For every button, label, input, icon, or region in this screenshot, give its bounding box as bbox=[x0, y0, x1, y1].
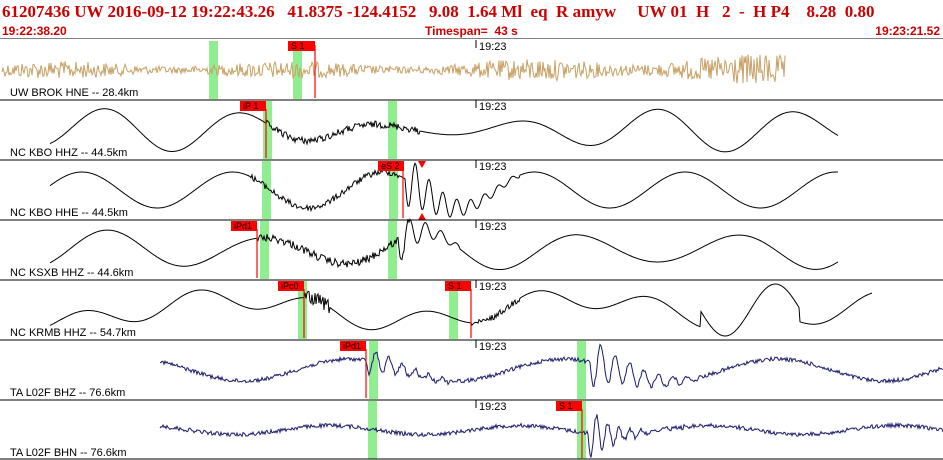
timespan: Timespan= 43 s bbox=[425, 24, 518, 38]
pick-window-highlight bbox=[209, 41, 218, 99]
channel-row[interactable]: 19:23 iPc0 S 1 NC KRMB HHZ -- 54.7km bbox=[0, 279, 943, 339]
pick-label: S 1 bbox=[291, 41, 305, 51]
waveform-trace[interactable] bbox=[49, 162, 839, 218]
channel-label: NC KBO HHZ -- 44.5km bbox=[10, 147, 127, 159]
pick-label: iPd1 bbox=[234, 221, 252, 231]
phase-pick[interactable]: S 1 bbox=[556, 401, 583, 458]
pick-label-box bbox=[340, 341, 366, 351]
pick-window-highlight bbox=[298, 281, 307, 339]
event-header: 61207436 UW 2016-09-12 19:22:43.26 41.83… bbox=[0, 0, 943, 40]
pick-window-highlight bbox=[449, 281, 458, 339]
pick-label: S 1 bbox=[559, 401, 573, 411]
channel-row[interactable]: 19:23 iPd1 NC KSXB HHZ -- 44.6km bbox=[0, 218, 943, 279]
time-tick-label: 19:23 bbox=[479, 281, 507, 293]
phase-pick[interactable]: iPc0 bbox=[278, 281, 305, 338]
time-tick-label: 19:23 bbox=[479, 401, 507, 413]
waveform-trace[interactable] bbox=[159, 414, 943, 458]
pick-window-highlight bbox=[260, 221, 269, 279]
channel-label: TA L02F BHN -- 76.6km bbox=[10, 447, 127, 459]
start-time: 19:22:38.20 bbox=[2, 24, 67, 38]
pick-label: S 1 bbox=[448, 281, 462, 291]
pick-label: iPc0 bbox=[281, 281, 299, 291]
pick-label: iP 1 bbox=[243, 101, 258, 111]
pick-label-box bbox=[556, 401, 582, 411]
channel-label: UW BROK HNE -- 28.4km bbox=[10, 87, 138, 99]
pick-window-highlight bbox=[368, 401, 377, 459]
amplitude-marker-icon bbox=[418, 161, 426, 168]
pick-window-highlight bbox=[389, 161, 398, 219]
time-tick-label: 19:23 bbox=[479, 101, 507, 113]
pick-label-box bbox=[240, 101, 266, 111]
waveform-trace[interactable] bbox=[49, 283, 873, 337]
channel-label: NC KBO HHE -- 44.5km bbox=[10, 207, 128, 219]
channel-label: NC KRMB HHZ -- 54.7km bbox=[10, 327, 136, 339]
header-divider bbox=[0, 38, 943, 39]
time-tick-label: 19:23 bbox=[479, 41, 507, 53]
phase-pick[interactable]: S 1 bbox=[445, 281, 472, 338]
time-tick-label: 19:23 bbox=[479, 221, 507, 233]
phase-pick[interactable]: S 1 bbox=[288, 41, 316, 98]
waveform-trace[interactable] bbox=[49, 108, 839, 153]
pick-label-box bbox=[231, 221, 257, 231]
pick-window-highlight bbox=[263, 101, 272, 159]
pick-label: eS 2 bbox=[381, 161, 400, 171]
time-tick-label: 19:23 bbox=[479, 341, 507, 353]
amplitude-marker-icon bbox=[418, 213, 426, 220]
channel-row[interactable]: 19:23 iPd1 TA L02F BHZ -- 76.6km bbox=[0, 339, 943, 399]
pick-window-highlight bbox=[388, 221, 397, 279]
pick-window-highlight bbox=[369, 341, 378, 399]
pick-window-highlight bbox=[388, 101, 397, 159]
channel-label: NC KSXB HHZ -- 44.6km bbox=[10, 267, 133, 279]
pick-window-highlight bbox=[577, 341, 586, 399]
pick-label-box bbox=[445, 281, 471, 291]
waveform-trace[interactable] bbox=[49, 218, 839, 270]
end-time: 19:23:21.52 bbox=[875, 24, 940, 38]
pick-label: iPd1 bbox=[343, 341, 361, 351]
pick-label-box bbox=[378, 161, 404, 171]
channel-label: TA L02F BHZ -- 76.6km bbox=[10, 387, 125, 399]
pick-label-box bbox=[278, 281, 304, 291]
channel-row[interactable]: 19:23 S 1 TA L02F BHN -- 76.6km bbox=[0, 399, 943, 459]
waveform-trace[interactable] bbox=[1, 53, 786, 84]
channel-row[interactable]: 19:23 S 1 UW BROK HNE -- 28.4km bbox=[1, 40, 786, 99]
waveform-trace[interactable] bbox=[159, 343, 943, 389]
event-summary: 61207436 UW 2016-09-12 19:22:43.26 41.83… bbox=[2, 2, 875, 21]
time-tick-label: 19:23 bbox=[479, 161, 507, 173]
phase-pick[interactable]: iP 1 bbox=[240, 101, 267, 158]
phase-pick[interactable]: iPd1 bbox=[340, 341, 367, 398]
phase-pick[interactable]: eS 2 bbox=[378, 161, 404, 218]
pick-window-highlight bbox=[262, 161, 271, 219]
pick-label-box bbox=[288, 41, 315, 51]
phase-pick[interactable]: iPd1 bbox=[231, 221, 258, 278]
channel-row[interactable]: 19:23 iP 1 NC KBO HHZ -- 44.5km bbox=[0, 99, 943, 159]
channel-row[interactable]: 19:23 eS 2 NC KBO HHE -- 44.5km bbox=[0, 159, 943, 220]
